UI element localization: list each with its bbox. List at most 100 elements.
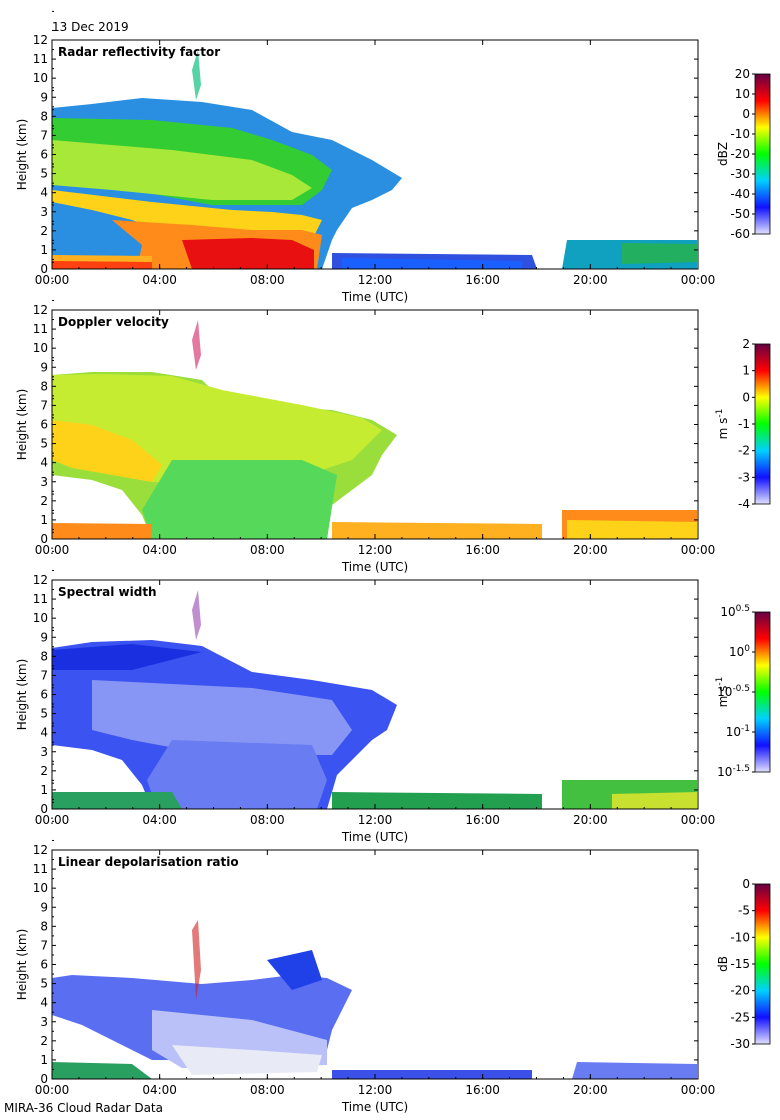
y-tick-label: 8 bbox=[40, 649, 48, 663]
echo-region bbox=[572, 1062, 697, 1079]
y-tick-label: 0 bbox=[40, 1072, 48, 1086]
x-tick-label: 04:00 bbox=[142, 1083, 177, 1097]
colorbar-tick-label: -50 bbox=[730, 207, 750, 221]
y-tick-label: 6 bbox=[40, 688, 48, 702]
y-tick-label: 7 bbox=[40, 668, 48, 682]
x-tick-label: 16:00 bbox=[465, 813, 500, 827]
x-axis-label: Time (UTC) bbox=[341, 1100, 408, 1114]
colorbar bbox=[754, 343, 771, 505]
echo-region bbox=[182, 238, 314, 269]
x-tick-label: 08:00 bbox=[250, 543, 285, 557]
y-tick-label: 0 bbox=[40, 262, 48, 276]
y-tick-label: 1 bbox=[40, 783, 48, 797]
heatmap-data bbox=[52, 320, 697, 539]
echo-region bbox=[52, 523, 152, 539]
x-tick-label: 12:00 bbox=[358, 543, 393, 557]
x-tick-label: 20:00 bbox=[573, 813, 608, 827]
y-tick-label: 6 bbox=[40, 418, 48, 432]
colorbar-tick-label: 10 bbox=[735, 87, 750, 101]
colorbar-tick-label: -30 bbox=[730, 1037, 750, 1051]
x-tick-label: 00:00 bbox=[35, 1083, 70, 1097]
echo-region bbox=[332, 522, 542, 539]
colorbar-tick-label: -10 bbox=[730, 930, 750, 944]
x-tick-label: 20:00 bbox=[573, 1083, 608, 1097]
x-tick-label: 00:00 bbox=[35, 543, 70, 557]
echo-region bbox=[52, 1062, 152, 1079]
y-tick-label: 10 bbox=[33, 881, 48, 895]
colorbar-tick-label: 0 bbox=[742, 107, 750, 121]
y-tick-label: 7 bbox=[40, 398, 48, 412]
x-tick-label: 12:00 bbox=[358, 273, 393, 287]
echo-region bbox=[147, 740, 327, 809]
y-tick-label: 3 bbox=[40, 475, 48, 489]
y-tick-label: 10 bbox=[33, 341, 48, 355]
y-tick-label: 2 bbox=[40, 494, 48, 508]
y-tick-label: 12 bbox=[33, 573, 48, 587]
panel-title: Linear depolarisation ratio bbox=[58, 855, 239, 869]
y-tick-label: 1 bbox=[40, 243, 48, 257]
x-tick-label: 16:00 bbox=[465, 273, 500, 287]
x-tick-label: 00:00 bbox=[681, 273, 716, 287]
echo-region bbox=[52, 792, 182, 809]
echo-region bbox=[52, 644, 202, 670]
colorbar-tick-label: 10-1 bbox=[726, 724, 750, 739]
colorbar-label: dBZ bbox=[716, 142, 730, 166]
y-tick-label: 5 bbox=[40, 167, 48, 181]
echo-region bbox=[342, 258, 522, 269]
x-tick-label: 00:00 bbox=[35, 813, 70, 827]
colorbar-tick-label: -1 bbox=[738, 417, 750, 431]
footer-label: MIRA-36 Cloud Radar Data bbox=[4, 1101, 163, 1115]
y-tick-label: 5 bbox=[40, 977, 48, 991]
y-tick-label: 3 bbox=[40, 1015, 48, 1029]
x-tick-label: 08:00 bbox=[250, 273, 285, 287]
x-tick-label: 16:00 bbox=[465, 543, 500, 557]
colorbar-tick-label: -40 bbox=[730, 187, 750, 201]
x-tick-label: 00:00 bbox=[681, 1083, 716, 1097]
echo-region bbox=[52, 140, 312, 200]
colorbar-tick-label: 10-0.5 bbox=[717, 684, 750, 699]
colorbar-tick-label: 10-1.5 bbox=[717, 764, 750, 779]
y-tick-label: 7 bbox=[40, 128, 48, 142]
colorbar-tick-label: -2 bbox=[738, 444, 750, 458]
colorbar-tick-label: 100 bbox=[729, 644, 750, 659]
colorbar-tick-label: -4 bbox=[738, 497, 750, 511]
x-tick-label: 04:00 bbox=[142, 813, 177, 827]
y-tick-label: 5 bbox=[40, 707, 48, 721]
echo-region bbox=[267, 950, 322, 990]
y-tick-label: 10 bbox=[33, 71, 48, 85]
colorbar-tick-label: -60 bbox=[730, 227, 750, 241]
y-tick-label: 9 bbox=[40, 360, 48, 374]
y-tick-label: 2 bbox=[40, 1034, 48, 1048]
y-tick-label: 2 bbox=[40, 764, 48, 778]
heatmap-data bbox=[52, 50, 697, 269]
y-tick-label: 9 bbox=[40, 630, 48, 644]
y-tick-label: 9 bbox=[40, 900, 48, 914]
y-tick-label: 8 bbox=[40, 919, 48, 933]
colorbar-tick-label: -5 bbox=[738, 904, 750, 918]
y-tick-label: 6 bbox=[40, 148, 48, 162]
y-tick-label: 4 bbox=[40, 726, 48, 740]
x-tick-label: 00:00 bbox=[681, 813, 716, 827]
colorbar-tick-label: -30 bbox=[730, 167, 750, 181]
y-tick-label: 8 bbox=[40, 109, 48, 123]
y-tick-label: 4 bbox=[40, 996, 48, 1010]
colorbar bbox=[754, 883, 771, 1045]
colorbar-label: dB bbox=[716, 956, 730, 972]
y-tick-label: 10 bbox=[33, 611, 48, 625]
x-axis-label: Time (UTC) bbox=[341, 290, 408, 304]
colorbar-label: m s-1 bbox=[715, 409, 730, 440]
y-tick-label: 3 bbox=[40, 205, 48, 219]
y-tick-label: 5 bbox=[40, 437, 48, 451]
panel-title: Spectral width bbox=[58, 585, 157, 599]
y-tick-label: 11 bbox=[33, 862, 48, 876]
y-tick-label: 3 bbox=[40, 745, 48, 759]
y-tick-label: 11 bbox=[33, 592, 48, 606]
colorbar bbox=[754, 73, 771, 235]
x-tick-label: 00:00 bbox=[681, 543, 716, 557]
y-tick-label: 0 bbox=[40, 802, 48, 816]
x-axis-label: Time (UTC) bbox=[341, 830, 408, 844]
colorbar-tick-label: 0 bbox=[742, 877, 750, 891]
